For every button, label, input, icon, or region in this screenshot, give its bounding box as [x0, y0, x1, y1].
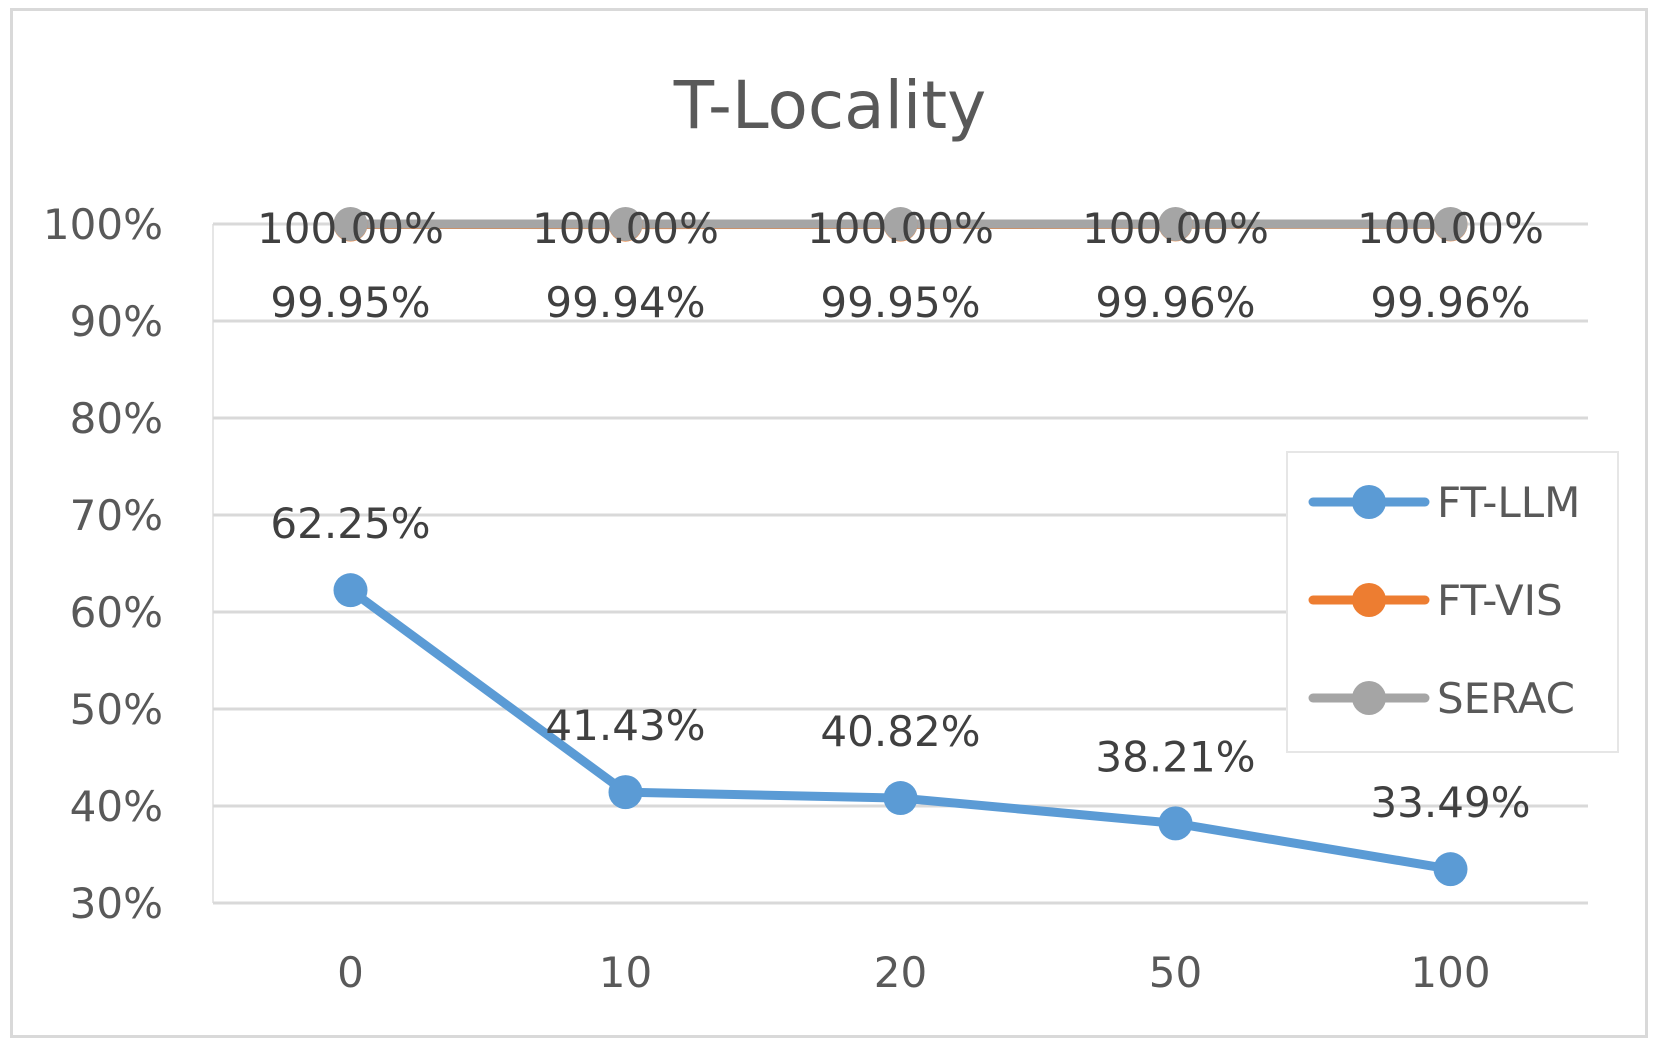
y-tick-label: 30%: [70, 879, 163, 928]
y-tick-label: 60%: [70, 588, 163, 637]
data-label-ft-vis: 99.94%: [545, 278, 705, 327]
x-tick-label: 0: [337, 948, 364, 997]
data-point-ft-llm: [1433, 852, 1468, 887]
legend-swatch-marker: [1352, 485, 1386, 519]
y-tick-label: 90%: [70, 297, 163, 346]
x-tick-label: 10: [599, 948, 652, 997]
data-point-serac: [333, 207, 368, 241]
legend-swatch-marker: [1352, 583, 1386, 617]
x-tick-label: 20: [874, 948, 927, 997]
data-point-ft-llm: [1158, 806, 1193, 841]
data-point-ft-llm: [608, 775, 643, 810]
y-tick-label: 100%: [43, 200, 163, 249]
data-point-serac: [1433, 207, 1468, 241]
data-label-ft-vis: 99.95%: [270, 278, 430, 327]
data-label-ft-llm: 41.43%: [545, 701, 705, 750]
legend-entry-ft-llm: FT-LLM: [1437, 478, 1580, 527]
data-label-ft-vis: 99.96%: [1370, 278, 1530, 327]
y-tick-label: 80%: [70, 394, 163, 443]
data-point-ft-llm: [333, 573, 368, 608]
y-tick-label: 50%: [70, 685, 163, 734]
data-label-serac: 100.00%: [1357, 204, 1544, 253]
data-label-serac: 100.00%: [257, 204, 444, 253]
data-label-ft-llm: 38.21%: [1095, 732, 1255, 781]
x-tick-label: 100: [1410, 948, 1490, 997]
legend: FT-LLM FT-VIS SERAC: [1286, 451, 1619, 753]
data-label-ft-vis: 99.96%: [1095, 278, 1255, 327]
legend-entry-ft-vis: FT-VIS: [1437, 576, 1563, 625]
data-point-serac: [1158, 207, 1193, 241]
data-label-serac: 100.00%: [532, 204, 719, 253]
data-label-ft-llm: 33.49%: [1370, 778, 1530, 827]
data-point-serac: [883, 207, 918, 241]
data-label-serac: 100.00%: [807, 204, 994, 253]
data-point-serac: [608, 207, 643, 241]
y-tick-label: 70%: [70, 491, 163, 540]
data-label-ft-vis: 99.95%: [820, 278, 980, 327]
y-tick-label: 40%: [70, 782, 163, 831]
data-label-ft-llm: 40.82%: [820, 707, 980, 756]
chart-title: T-Locality: [673, 67, 986, 144]
legend-entry-serac: SERAC: [1437, 674, 1575, 723]
data-label-ft-llm: 62.25%: [270, 499, 430, 548]
data-label-serac: 100.00%: [1082, 204, 1269, 253]
data-point-ft-llm: [883, 781, 918, 816]
x-tick-label: 50: [1149, 948, 1202, 997]
legend-swatch-marker: [1352, 681, 1386, 715]
